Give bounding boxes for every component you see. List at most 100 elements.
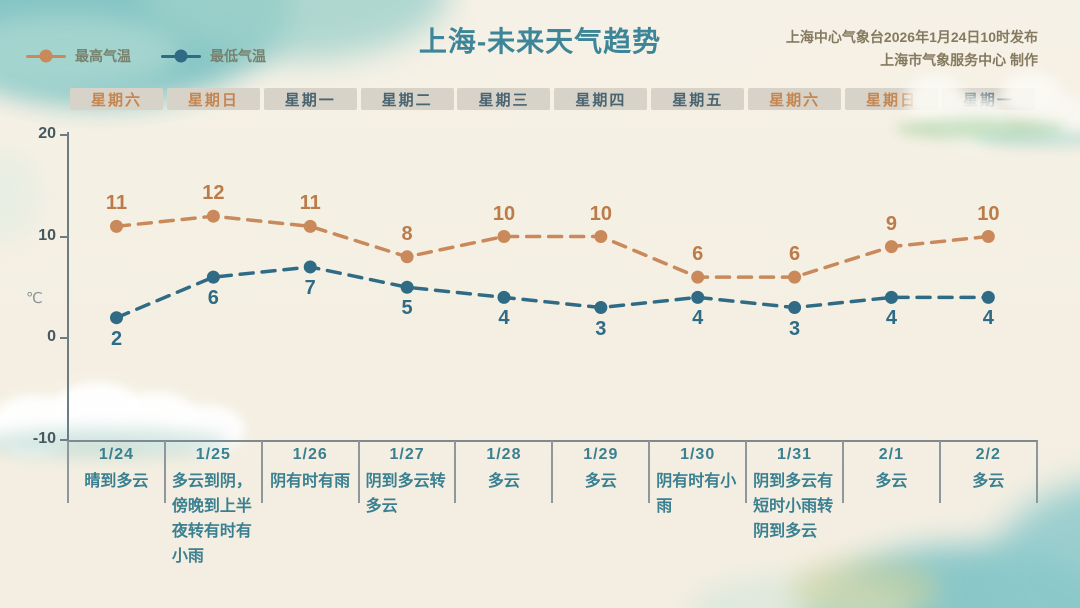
- forecast-cell: 2/2 多云: [940, 446, 1037, 494]
- table-divider: [745, 441, 748, 503]
- forecast-weather: 多云: [584, 473, 617, 490]
- forecast-weather: 多云: [972, 473, 1005, 490]
- forecast-cell: 1/30 阴有时有小雨: [649, 446, 746, 519]
- low-temp-label: 6: [207, 287, 219, 310]
- forecast-weather: 阴有时有小雨: [656, 473, 737, 515]
- low-temp-label: 4: [982, 307, 994, 330]
- data-point: [206, 209, 220, 223]
- low-temp-label: 4: [692, 307, 704, 330]
- issuer-line1: 上海中心气象台2026年1月24日10时发布: [785, 29, 1038, 45]
- low-temp-label: 5: [401, 297, 413, 320]
- y-tick-label: 10: [38, 226, 56, 244]
- forecast-cell: 1/25 多云到阴，傍晚到上半夜转有时有小雨: [165, 446, 262, 569]
- forecast-cell: 1/24 晴到多云: [68, 446, 165, 494]
- series-line: [114, 265, 991, 320]
- forecast-cell: 1/29 多云: [552, 446, 649, 494]
- high-temp-label: 12: [202, 182, 225, 205]
- data-point: [303, 219, 317, 233]
- forecast-weather: 阴到多云有短时小雨转阴到多云: [753, 473, 834, 540]
- forecast-date: 1/31: [776, 446, 813, 463]
- forecast-date: 1/29: [583, 446, 619, 463]
- data-point: [884, 240, 898, 254]
- data-point: [206, 270, 220, 284]
- low-temp-dot-icon: [174, 49, 188, 63]
- data-point: [110, 219, 123, 233]
- high-temp-dot-icon: [39, 49, 53, 63]
- y-tick-mark: [60, 235, 68, 238]
- forecast-date: 1/30: [680, 446, 716, 463]
- high-temp-label: 11: [105, 192, 128, 215]
- y-axis-unit: ℃: [26, 290, 43, 307]
- weekday-box: 星期五: [651, 88, 745, 110]
- forecast-weather: 阴到多云转多云: [365, 473, 446, 515]
- forecast-weather: 阴有时有雨: [270, 473, 351, 490]
- forecast-weather: 晴到多云: [84, 473, 149, 490]
- high-temp-label: 10: [492, 202, 516, 225]
- data-point: [981, 290, 995, 304]
- high-temp-label: 6: [789, 243, 801, 266]
- forecast-weather: 多云: [487, 473, 520, 490]
- forecast-weather: 多云到阴，傍晚到上半夜转有时有小雨: [171, 473, 252, 565]
- weekday-box: 星期二: [360, 88, 454, 110]
- table-divider: [357, 441, 360, 503]
- data-point: [110, 311, 123, 325]
- forecast-cell: 1/27 阴到多云转多云: [359, 446, 456, 519]
- table-divider: [67, 441, 69, 503]
- legend-low-label: 最低气温: [210, 48, 266, 64]
- data-point: [981, 230, 995, 243]
- forecast-weather: 多云: [875, 473, 908, 490]
- low-temp-label: 4: [885, 307, 898, 330]
- high-temp-label: 8: [401, 222, 413, 245]
- data-point: [400, 280, 414, 294]
- forecast-cell: 1/31 阴到多云有短时小雨转阴到多云: [746, 446, 843, 544]
- low-temp-marker-icon: [161, 49, 201, 63]
- high-temp-label: 10: [977, 202, 1000, 225]
- low-temp-label: 4: [498, 307, 510, 330]
- y-tick-mark: [60, 134, 68, 136]
- table-divider: [163, 441, 166, 503]
- issuer-line2: 上海市气象服务中心 制作: [880, 52, 1038, 68]
- data-point: [788, 301, 802, 315]
- table-divider: [1035, 441, 1038, 503]
- high-temp-label: 9: [885, 212, 898, 235]
- weekday-box: 星期四: [554, 88, 648, 110]
- data-point: [788, 270, 802, 284]
- weekday-box: 星期三: [457, 88, 551, 110]
- table-divider: [648, 441, 651, 503]
- forecast-date: 1/25: [195, 446, 231, 463]
- y-tick-mark: [60, 337, 68, 339]
- forecast-cell: 1/26 阴有时有雨: [262, 446, 359, 494]
- y-tick-label: 20: [38, 125, 56, 142]
- low-temp-label: 2: [110, 327, 123, 350]
- high-temp-label: 10: [589, 202, 612, 225]
- data-point: [884, 290, 898, 304]
- y-axis-line: [67, 132, 69, 441]
- table-divider: [841, 441, 844, 503]
- low-temp-label: 3: [789, 317, 801, 340]
- data-point: [497, 290, 511, 304]
- table-divider: [551, 441, 554, 503]
- low-temp-label: 7: [304, 276, 316, 299]
- issuer-info: 上海中心气象台2026年1月24日10时发布 上海市气象服务中心 制作: [786, 26, 1038, 72]
- legend-high-label: 最高气温: [75, 48, 131, 64]
- data-point: [691, 270, 705, 284]
- forecast-date: 1/27: [389, 446, 425, 463]
- page-title: 上海-未来天气趋势: [418, 26, 662, 57]
- data-point: [691, 290, 705, 304]
- legend-item-high: 最高气温: [26, 46, 131, 66]
- table-divider: [454, 441, 457, 503]
- forecast-date: 1/24: [98, 446, 134, 463]
- high-temp-label: 6: [692, 243, 704, 266]
- y-tick-label: 0: [47, 328, 56, 345]
- data-point: [303, 260, 317, 274]
- forecast-date: 2/2: [975, 446, 1001, 463]
- forecast-date: 1/28: [486, 446, 522, 463]
- data-point: [594, 230, 608, 243]
- data-point: [400, 250, 414, 264]
- forecast-date: 1/26: [292, 446, 328, 463]
- forecast-cell: 2/1 多云: [843, 446, 940, 494]
- high-temp-label: 11: [299, 192, 321, 215]
- low-temp-label: 3: [595, 317, 607, 340]
